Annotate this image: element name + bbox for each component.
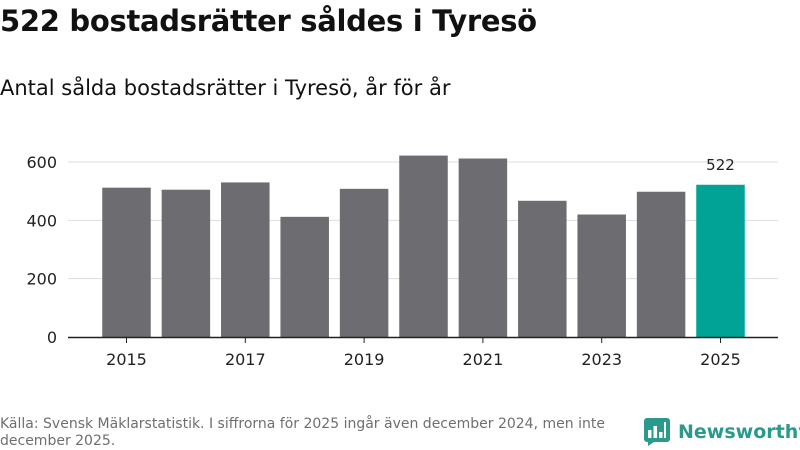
chart-title: 522 bostadsrätter såldes i Tyresö [0,4,537,38]
y-tick-label-0: 0 [47,328,57,347]
bar-chart: 0 200 400 600 2015 2017 2019 2021 2023 2025 522 [26,153,778,369]
annotations: 522 [706,156,735,174]
x-axis-ticks: 2015 2017 2019 2021 2023 2025 [68,336,778,369]
bar-2018 [280,216,329,337]
x-tick-label-2015: 2015 [106,350,147,369]
newsworthy-logo[interactable]: Newsworthy [644,418,800,446]
x-tick-label-2023: 2023 [581,350,622,369]
y-tick-label-400: 400 [26,211,57,230]
chart-subtitle: Antal sålda bostadsrätter i Tyresö, år f… [0,76,451,100]
bar-2021 [458,158,508,337]
newsworthy-bar-logo-icon [644,418,670,446]
y-tick-label-200: 200 [26,270,57,289]
bar-2016 [161,189,211,337]
logo-text: Newsworthy [678,421,800,443]
y-tick-label-600: 600 [26,153,57,172]
bar-2017 [221,182,270,337]
bar-2023 [577,214,626,337]
bar-2025 [696,184,745,337]
x-tick-label-2019: 2019 [344,350,385,369]
bar-2024 [636,191,686,337]
bar-2015 [102,187,151,337]
bar-2022 [518,200,567,337]
bar-2020 [399,155,448,337]
bar-2019 [339,188,389,337]
source-note: Källa: Svensk Mäklarstatistik. I siffror… [0,416,605,449]
highlight-value-label: 522 [706,156,735,174]
y-axis-ticks: 0 200 400 600 [26,153,57,347]
bars [102,155,745,337]
x-tick-label-2021: 2021 [463,350,504,369]
x-tick-label-2017: 2017 [225,350,266,369]
x-tick-label-2025: 2025 [700,350,741,369]
